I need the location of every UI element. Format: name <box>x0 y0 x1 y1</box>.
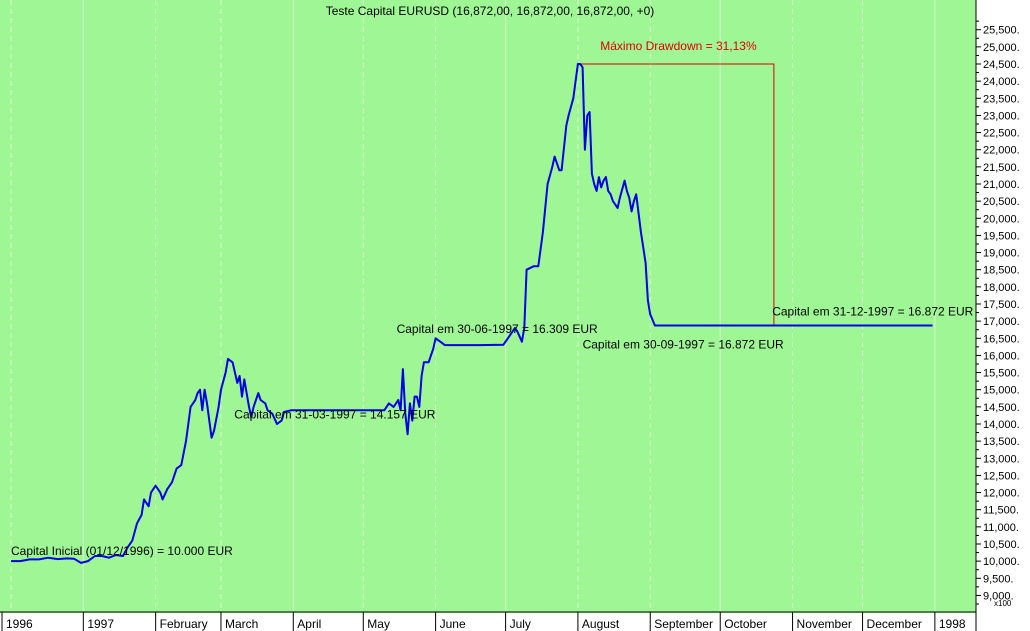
y-tick-label: 14,000. <box>983 419 1020 431</box>
x-axis-band <box>0 613 976 631</box>
y-tick-label: 16,500. <box>983 333 1020 345</box>
drawdown-bracket <box>580 63 775 326</box>
y-tick-label: 9,500. <box>983 573 1014 585</box>
y-tick-label: 16,000. <box>983 350 1020 362</box>
y-tick-label: 19,500. <box>983 230 1020 242</box>
y-tick-label: 23,500. <box>983 93 1020 105</box>
capital-annotations: Capital Inicial (01/12/1996) = 10.000 EU… <box>11 305 974 559</box>
y-tick-label: 25,000. <box>983 42 1020 54</box>
chart-grid <box>10 0 936 612</box>
x-axis: 1996 1997 February March April May June July Aug… <box>0 611 976 631</box>
x-tick-label: July <box>510 617 531 631</box>
y-axis-unit: x100 <box>994 599 1012 608</box>
capital-annotation: Capital em 31-03-1997 = 14.157 EUR <box>234 408 435 422</box>
x-tick-label: May <box>367 617 390 631</box>
y-tick-label: 24,000. <box>983 76 1020 88</box>
capital-annotation: Capital Inicial (01/12/1996) = 10.000 EU… <box>11 544 233 558</box>
y-tick-label: 25,500. <box>983 25 1020 37</box>
x-tick-label: September <box>654 617 713 631</box>
capital-annotation: Capital em 31-12-1997 = 16.872 EUR <box>772 305 973 319</box>
y-axis: 9,000. 9,500. 10,000. 10,500. 11,000. 11,500.… <box>975 0 1030 631</box>
y-tick-label: 24,500. <box>983 59 1020 71</box>
y-tick-label: 19,000. <box>983 248 1020 260</box>
x-tick-label: June <box>440 617 466 631</box>
y-tick-label: 15,500. <box>983 368 1020 380</box>
y-tick-label: 17,500. <box>983 299 1020 311</box>
x-tick-label: April <box>297 617 321 631</box>
capital-annotation: Capital em 30-06-1997 = 16.309 EUR <box>397 322 598 336</box>
y-tick-label: 18,500. <box>983 265 1020 277</box>
y-tick-label: 21,000. <box>983 179 1020 191</box>
y-tick-label: 23,000. <box>983 110 1020 122</box>
y-tick-label: 22,500. <box>983 128 1020 140</box>
x-tick-label: August <box>582 617 620 631</box>
max-drawdown-marker: Máximo Drawdown = 31,13% <box>580 39 775 326</box>
x-tick-label: 1997 <box>87 617 114 631</box>
capital-annotation: Capital em 30-09-1997 = 16.872 EUR <box>583 338 784 352</box>
y-tick-label: 12,500. <box>983 470 1020 482</box>
x-tick-label: March <box>225 617 258 631</box>
y-tick-label: 10,000. <box>983 556 1020 568</box>
y-axis-band <box>976 0 1030 631</box>
x-tick-label: December <box>867 617 922 631</box>
drawdown-label: Máximo Drawdown = 31,13% <box>600 39 757 53</box>
x-tick-label: November <box>797 617 852 631</box>
y-tick-label: 12,000. <box>983 488 1020 500</box>
y-tick-label: 22,000. <box>983 145 1020 157</box>
x-tick-label: February <box>160 617 208 631</box>
chart-title: Teste Capital EURUSD (16,872,00, 16,872,… <box>326 4 655 18</box>
capital-line <box>11 63 933 564</box>
y-tick-label: 20,500. <box>983 196 1020 208</box>
x-tick-label: 1996 <box>6 617 33 631</box>
y-tick-label: 14,500. <box>983 402 1020 414</box>
y-tick-label: 21,500. <box>983 162 1020 174</box>
y-tick-label: 11,000. <box>983 522 1019 534</box>
y-tick-label: 15,000. <box>983 385 1020 397</box>
y-tick-label: 13,500. <box>983 436 1020 448</box>
y-tick-label: 10,500. <box>983 539 1020 551</box>
y-tick-label: 13,000. <box>983 453 1020 465</box>
y-tick-label: 18,000. <box>983 282 1020 294</box>
x-tick-label: October <box>724 617 767 631</box>
y-tick-label: 9,000. <box>983 590 1014 602</box>
x-tick-label: 1998 <box>939 617 966 631</box>
y-tick-label: 11,500. <box>983 505 1019 517</box>
y-tick-label: 17,000. <box>983 316 1020 328</box>
y-tick-label: 20,000. <box>983 213 1020 225</box>
